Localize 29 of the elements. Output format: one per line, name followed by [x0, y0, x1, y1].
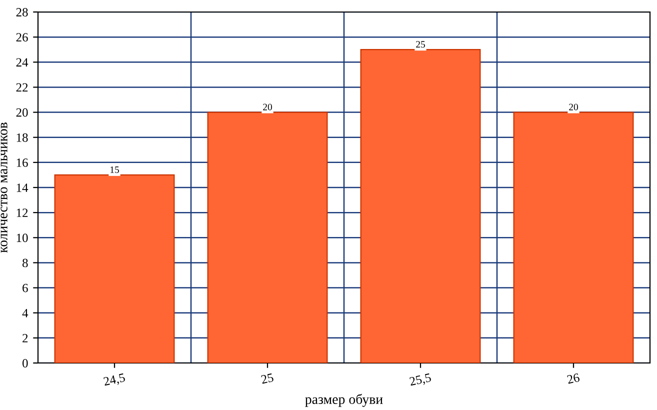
data-label: 20 [263, 104, 272, 110]
y-tick-label: 22 [16, 83, 28, 92]
y-tick-label: 26 [16, 33, 28, 42]
x-tick-label: 25 [260, 373, 274, 384]
y-tick-label: 2 [22, 334, 28, 342]
x-tick-label: 25,5 [409, 373, 432, 388]
x-axis-title: размер обуви [305, 394, 383, 407]
data-label: 20 [569, 104, 578, 110]
data-label: 25 [416, 41, 425, 48]
data-label: 15 [110, 166, 119, 173]
x-tick-label: 26 [566, 373, 580, 384]
y-tick-label: 20 [16, 108, 28, 117]
y-tick-label: 18 [16, 133, 28, 142]
y-tick-label: 0 [22, 359, 28, 368]
y-tick-label: 4 [22, 308, 28, 318]
y-tick-label: 14 [16, 184, 28, 192]
bar [513, 112, 634, 363]
x-tick-label: 24,5 [103, 373, 126, 388]
bar [360, 49, 481, 363]
y-tick-label: 6 [22, 284, 28, 292]
bar [207, 112, 328, 363]
y-tick-label: 24 [16, 58, 28, 66]
y-tick-label: 12 [16, 208, 28, 217]
bar [54, 174, 175, 363]
y-tick-label: 16 [16, 158, 28, 167]
y-tick-label: 10 [16, 234, 28, 242]
y-axis-title: количество мальчиков [0, 122, 8, 253]
y-tick-label: 28 [16, 8, 28, 16]
y-tick-label: 8 [22, 258, 28, 268]
